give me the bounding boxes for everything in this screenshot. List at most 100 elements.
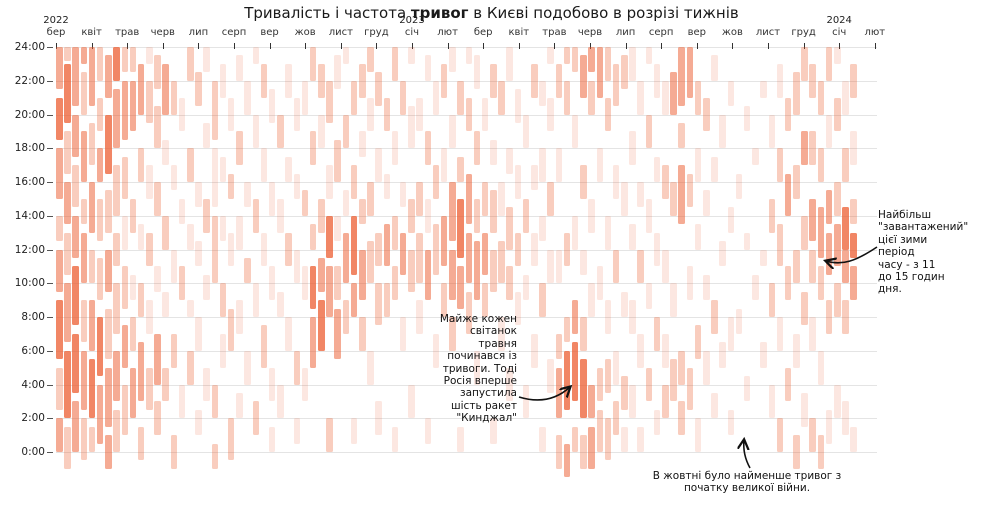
alarm-bar bbox=[64, 426, 71, 469]
alarm-bar bbox=[522, 198, 530, 233]
alarm-bar bbox=[834, 47, 841, 64]
alarm-bar bbox=[72, 266, 79, 326]
alarm-bar bbox=[727, 207, 735, 233]
alarm-bar bbox=[539, 80, 546, 107]
alarm-bar bbox=[596, 47, 604, 98]
alarm-bar bbox=[555, 435, 563, 469]
alarm-bar bbox=[293, 173, 300, 199]
alarm-bar bbox=[293, 97, 300, 132]
alarm-bar bbox=[64, 63, 71, 123]
alarm-bar bbox=[743, 106, 751, 132]
alarm-bar bbox=[612, 165, 620, 199]
alarm-bar bbox=[137, 224, 145, 250]
alarm-bar bbox=[612, 63, 620, 107]
alarm-bar bbox=[645, 367, 653, 402]
annotation-kinzhal: Майже кожен світанок травня починався із… bbox=[439, 313, 517, 424]
alarm-bar bbox=[64, 350, 71, 419]
alarm-bar bbox=[252, 283, 260, 317]
alarm-bar bbox=[498, 80, 505, 115]
month-label: жов bbox=[721, 27, 743, 38]
alarm-bar bbox=[686, 367, 694, 410]
alarm-bar bbox=[539, 283, 546, 317]
alarm-bar bbox=[252, 401, 260, 436]
alarm-bar bbox=[793, 165, 800, 199]
alarm-bar bbox=[571, 300, 579, 334]
gridline bbox=[56, 114, 877, 116]
alarm-bar bbox=[670, 359, 677, 402]
alarm-bar bbox=[285, 156, 292, 182]
alarm-bar bbox=[88, 47, 96, 107]
alarm-bar bbox=[440, 148, 448, 182]
alarm-bar bbox=[842, 80, 849, 115]
alarm-bar bbox=[96, 148, 104, 182]
month-tick bbox=[590, 43, 591, 49]
alarm-bar bbox=[285, 63, 292, 98]
alarm-bar bbox=[391, 426, 399, 452]
time-tick-label: 4:00 bbox=[21, 378, 45, 391]
alarm-bar bbox=[457, 266, 464, 309]
alarm-bar bbox=[629, 300, 636, 334]
alarm-bar bbox=[555, 249, 563, 284]
month-tick bbox=[412, 43, 413, 49]
time-tick-label: 10:00 bbox=[14, 277, 45, 290]
year-label: 2024 bbox=[826, 15, 852, 26]
alarm-bar bbox=[678, 122, 685, 149]
alarm-bar bbox=[64, 182, 71, 225]
alarm-bar bbox=[588, 198, 595, 233]
alarm-bar bbox=[64, 47, 71, 61]
alarm-bar bbox=[694, 325, 702, 360]
alarm-bar bbox=[56, 367, 63, 410]
alarm-bar bbox=[662, 333, 669, 368]
alarm-bar bbox=[105, 190, 112, 233]
month-label: черв bbox=[577, 27, 603, 38]
alarm-bar bbox=[596, 266, 604, 301]
chart-title-prefix: Тривалість і частота bbox=[244, 4, 411, 22]
alarm-bar bbox=[531, 232, 538, 267]
alarm-bar bbox=[432, 333, 440, 368]
alarm-bar bbox=[105, 114, 112, 174]
alarm-bar bbox=[424, 198, 432, 233]
alarm-bar bbox=[662, 249, 669, 284]
alarm-bar bbox=[588, 283, 595, 317]
alarm-bar bbox=[612, 401, 620, 436]
alarm-bar bbox=[137, 342, 145, 402]
alarm-bar bbox=[88, 249, 96, 284]
alarm-bar bbox=[146, 300, 153, 334]
alarm-bar bbox=[506, 148, 513, 174]
month-label: вер bbox=[687, 27, 706, 38]
alarm-bar bbox=[834, 97, 841, 132]
alarm-bar bbox=[121, 156, 129, 199]
alarm-bar bbox=[244, 80, 251, 115]
alarm-bar bbox=[268, 182, 276, 216]
alarm-bar bbox=[555, 63, 563, 98]
alarm-bar bbox=[490, 190, 497, 233]
alarm-bar bbox=[514, 291, 522, 326]
alarm-bar bbox=[137, 426, 145, 461]
alarm-bar bbox=[187, 47, 194, 81]
alarm-bar bbox=[801, 215, 808, 250]
alarm-bar bbox=[506, 367, 513, 402]
alarm-bar bbox=[784, 97, 792, 132]
alarm-bar bbox=[842, 300, 849, 334]
alarm-bar bbox=[154, 182, 161, 216]
alarm-bar bbox=[588, 384, 595, 419]
alarm-bar bbox=[244, 182, 251, 208]
alarm-bar bbox=[72, 114, 79, 157]
month-label: вер bbox=[260, 27, 279, 38]
arrow-to-october-gap bbox=[744, 440, 751, 469]
alarm-bar bbox=[375, 232, 382, 267]
alarm-bar bbox=[457, 198, 464, 258]
alarm-bar bbox=[399, 317, 407, 351]
alarm-bar bbox=[383, 224, 391, 267]
alarm-bar bbox=[170, 435, 178, 469]
alarm-bar bbox=[776, 148, 784, 182]
alarm-bar bbox=[113, 47, 120, 81]
alarm-bar bbox=[604, 215, 612, 250]
alarm-bar bbox=[252, 114, 260, 149]
alarm-bar bbox=[834, 224, 841, 267]
alarm-bar bbox=[80, 72, 88, 115]
alarm-bar bbox=[195, 72, 202, 107]
alarm-bar bbox=[129, 47, 137, 73]
month-label: лип bbox=[615, 27, 636, 38]
month-tick bbox=[696, 43, 698, 49]
